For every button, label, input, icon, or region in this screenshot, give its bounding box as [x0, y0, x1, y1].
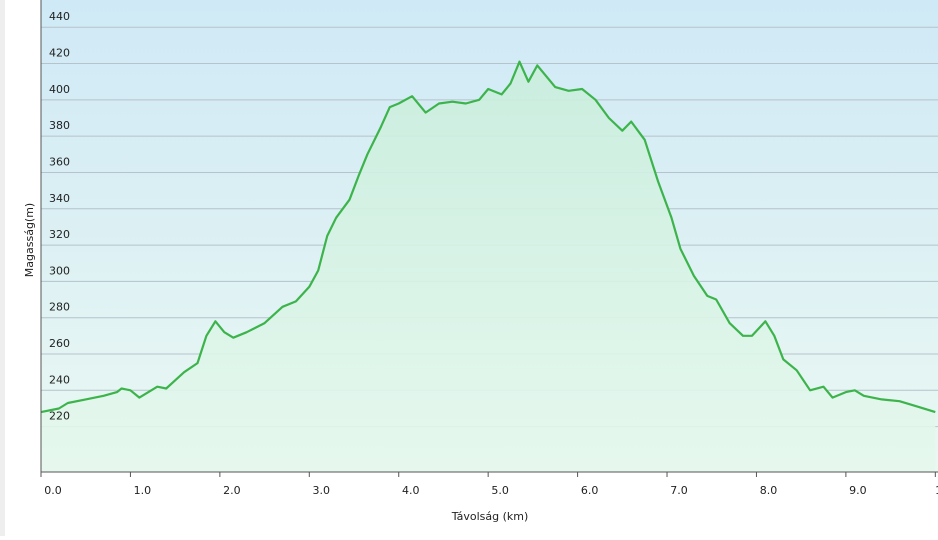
y-tick-label: 420: [49, 47, 70, 60]
x-tick-label: 8.0: [760, 484, 778, 497]
x-tick-label: 9.0: [849, 484, 867, 497]
x-tick-label: 4.0: [402, 484, 420, 497]
x-tick-label: 6.0: [581, 484, 599, 497]
x-axis-label: Távolság (km): [451, 510, 529, 523]
y-tick-label: 260: [49, 337, 70, 350]
y-tick-label: 320: [49, 228, 70, 241]
y-tick-label: 240: [49, 373, 70, 386]
y-tick-label: 440: [49, 10, 70, 23]
x-tick-label: 10.0: [935, 484, 938, 497]
y-axis-label: Magasság(m): [23, 203, 36, 277]
y-tick-label: 380: [49, 119, 70, 132]
y-tick-label: 400: [49, 83, 70, 96]
x-tick-label: 5.0: [491, 484, 509, 497]
y-tick-label: 360: [49, 155, 70, 168]
elevation-line: [40, 60, 936, 414]
area-fill: [41, 61, 936, 472]
side-panel: [0, 0, 5, 536]
x-tick-label: 2.0: [223, 484, 241, 497]
y-tick-label: 300: [49, 264, 70, 277]
y-tick-label: 280: [49, 301, 70, 314]
x-tick-label: 0.0: [44, 484, 62, 497]
y-tick-label: 340: [49, 192, 70, 205]
x-tick-label: 1.0: [134, 484, 152, 497]
x-tick-label: 3.0: [313, 484, 331, 497]
y-tick-label: 220: [49, 410, 70, 423]
x-tick-label: 7.0: [670, 484, 688, 497]
